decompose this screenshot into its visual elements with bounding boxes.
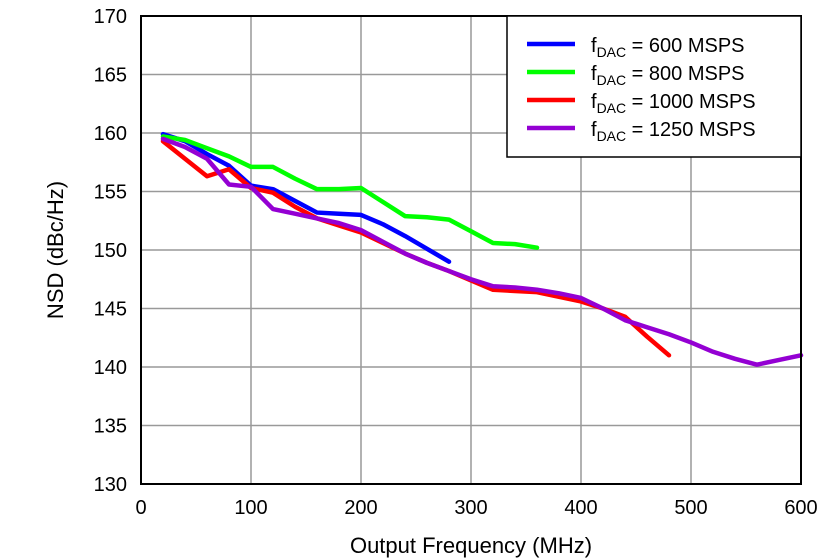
y-tick-label: 150	[94, 240, 127, 262]
x-tick-label: 0	[135, 497, 146, 519]
legend: fDAC = 600 MSPS fDAC = 800 MSPS fDAC = 100…	[506, 15, 802, 158]
legend-label: fDAC = 1000 MSPS	[591, 91, 756, 116]
plot-frame	[140, 15, 802, 485]
legend-label: fDAC = 1250 MSPS	[591, 119, 756, 144]
tick-labels: 0 100 200 300 400 500 600 130 135 140 145 150 155 160…	[94, 6, 818, 519]
y-tick-label: 140	[94, 357, 127, 379]
x-axis-label: Output Frequency (MHz)	[350, 533, 592, 558]
legend-label: fDAC = 800 MSPS	[591, 63, 745, 88]
y-tick-label: 130	[94, 474, 127, 496]
y-tick-label: 170	[94, 6, 127, 28]
legend-label: fDAC = 600 MSPS	[591, 35, 745, 60]
series-line	[160, 136, 804, 367]
y-axis-label: NSD (dBc/Hz)	[43, 181, 68, 319]
x-tick-label: 500	[674, 497, 707, 519]
y-tick-label: 155	[94, 182, 127, 204]
x-tick-label: 400	[564, 497, 597, 519]
x-tick-label: 300	[454, 497, 487, 519]
y-tick-label: 135	[94, 416, 127, 438]
series-line	[160, 134, 540, 250]
x-tick-label: 100	[234, 497, 267, 519]
x-tick-label: 200	[344, 497, 377, 519]
series-lines	[160, 131, 804, 367]
x-tick-label: 600	[784, 497, 817, 519]
series-line	[160, 131, 452, 264]
y-tick-label: 160	[94, 123, 127, 145]
y-tick-label: 165	[94, 65, 127, 87]
legend-box	[506, 15, 802, 158]
y-tick-label: 145	[94, 299, 127, 321]
